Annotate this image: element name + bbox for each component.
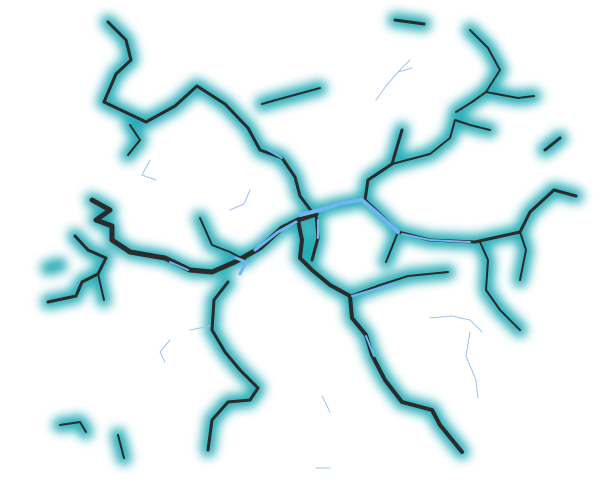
crack-glow [192,210,253,268]
crack-fragment [117,434,125,459]
crack-branch [349,271,449,297]
crack-branch [519,231,527,281]
crack-branch [391,119,491,165]
crack-main [296,218,464,454]
hairline-crack [397,67,413,73]
crack-highlight [401,233,471,243]
crack-glow [96,14,584,250]
crack-branch [199,217,246,261]
crack-highlight [234,256,248,276]
crack-branch [261,87,321,105]
hairline-crack-layer [141,59,483,469]
crack-glow [200,274,266,458]
crack-glow [40,257,68,276]
hairline-crack [189,325,211,331]
hairline-crack [141,159,157,181]
hairline-crack [429,315,483,333]
crack-highlight [253,220,298,252]
hairline-crack [321,395,331,413]
crack-highlight [365,335,375,357]
crack-branch [363,128,404,202]
crack-fragment [59,421,87,433]
crack-branch [469,29,535,99]
crack-fragment [393,18,426,26]
crack-branch [206,280,260,452]
crack-highlight [169,261,189,271]
crack-highlight-layer [169,149,471,357]
crack-branch [455,91,487,113]
crack-fragment [543,136,562,152]
crack-glow-layer [40,12,584,466]
crack-highlight [351,283,397,297]
hairline-crack [465,331,479,399]
crack-highlight [267,149,283,159]
hairline-crack [229,189,251,211]
crack-highlight [298,198,400,234]
hairline-crack [375,59,411,101]
hairline-crack [159,339,171,363]
crack-branch [97,273,105,301]
crack-branch [479,241,521,331]
crack-branch [385,231,399,263]
crack-main [102,20,578,244]
crack-branch [127,124,141,156]
